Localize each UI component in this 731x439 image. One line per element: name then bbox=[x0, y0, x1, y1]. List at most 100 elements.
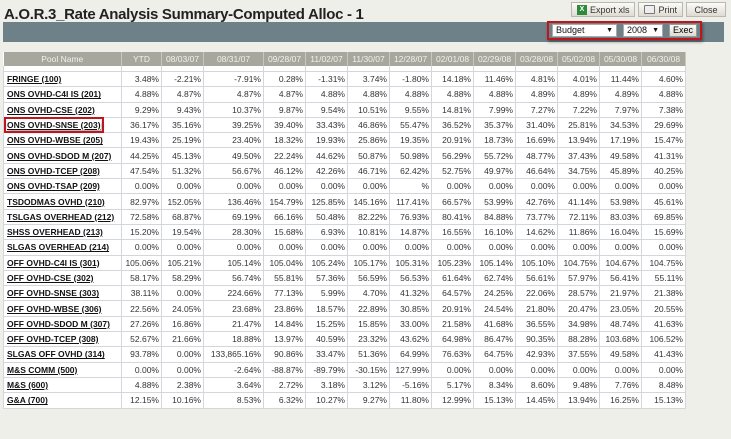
pool-name-link[interactable]: ONS OVHD-C4I IS (201) bbox=[7, 89, 101, 100]
rate-cell: 15.20% bbox=[121, 223, 162, 241]
rate-cell: 20.55% bbox=[641, 300, 686, 317]
rate-cell: 3.12% bbox=[347, 376, 390, 394]
column-header[interactable]: 02/01/08 bbox=[431, 52, 474, 66]
rate-cell: 4.89% bbox=[557, 86, 600, 103]
rate-cell: 0.00% bbox=[473, 178, 516, 195]
column-header[interactable]: 09/28/07 bbox=[263, 52, 306, 66]
table-row: FRINGE (100) 3.48% -2.21% -7.91% 0.28% -1.31%… bbox=[3, 70, 686, 88]
pool-name-cell: OFF OVHD-CSE (302) bbox=[3, 269, 122, 287]
rate-cell: 0.00% bbox=[641, 361, 686, 378]
rate-cell: 64.57% bbox=[431, 285, 474, 302]
rate-cell: 0.00% bbox=[557, 178, 600, 195]
rate-cell: 56.61% bbox=[515, 269, 558, 287]
rate-cell: 41.63% bbox=[641, 315, 686, 333]
pool-name-link[interactable]: OFF OVHD-CSE (302) bbox=[7, 273, 94, 283]
column-header[interactable]: 12/28/07 bbox=[389, 52, 432, 66]
rate-cell: 7.27% bbox=[515, 101, 558, 118]
rate-cell: 105.21% bbox=[161, 254, 204, 271]
chevron-down-icon: ▼ bbox=[652, 27, 659, 34]
pool-name-link[interactable]: TSDODMAS OVHD (210) bbox=[7, 196, 105, 207]
pool-name-link[interactable]: OFF OVHD-SNSE (303) bbox=[7, 288, 100, 299]
rate-cell: 4.89% bbox=[599, 86, 642, 103]
rate-cell: 4.70% bbox=[347, 285, 390, 302]
rate-cell: 18.32% bbox=[263, 132, 306, 149]
column-header[interactable]: 05/30/08 bbox=[599, 52, 642, 66]
rate-cell: 82.22% bbox=[347, 208, 390, 225]
rate-cell: 49.58% bbox=[599, 346, 642, 363]
rate-cell: 36.52% bbox=[431, 116, 474, 134]
pool-name-link[interactable]: SHSS OVERHEAD (213) bbox=[7, 227, 103, 238]
rate-cell: 0.28% bbox=[263, 70, 306, 88]
rate-cell: 90.35% bbox=[515, 331, 558, 348]
pool-name-cell: OFF OVHD-TCEP (308) bbox=[3, 331, 122, 348]
rate-cell: 0.00% bbox=[431, 361, 474, 378]
pool-name-link[interactable]: FRINGE (100) bbox=[7, 74, 62, 85]
export-xls-button[interactable]: X Export xls bbox=[570, 2, 636, 17]
rate-cell: 4.88% bbox=[389, 86, 432, 103]
pool-name-link[interactable]: OFF OVHD-C4I IS (301) bbox=[7, 257, 100, 268]
rate-cell: 46.12% bbox=[263, 162, 306, 180]
rate-cell: 22.56% bbox=[121, 300, 162, 317]
table-row: SLGAS OFF OVHD (314) 93.78% 0.00% 133,865.1… bbox=[3, 346, 686, 363]
pool-name-link[interactable]: OFF OVHD-TCEP (308) bbox=[7, 334, 99, 345]
column-header[interactable]: 08/31/07 bbox=[203, 52, 264, 66]
pool-name-link[interactable]: ONS OVHD-TSAP (209) bbox=[7, 181, 100, 192]
rate-cell: 0.00% bbox=[599, 239, 642, 256]
pool-name-link[interactable]: TSLGAS OVERHEAD (212) bbox=[7, 211, 115, 222]
pool-name-cell: OFF OVHD-SNSE (303) bbox=[3, 285, 122, 302]
pool-name-link[interactable]: ONS OVHD-SNSE (203) bbox=[4, 117, 104, 134]
rate-cell: 69.85% bbox=[641, 208, 686, 225]
rate-cell: 22.89% bbox=[347, 300, 390, 317]
rate-cell: 42.93% bbox=[515, 346, 558, 363]
close-button[interactable]: Close bbox=[686, 2, 726, 17]
column-header[interactable]: 11/02/07 bbox=[305, 52, 348, 66]
pool-name-cell: G&A (700) bbox=[3, 392, 122, 409]
exec-button[interactable]: Exec bbox=[669, 24, 698, 37]
pool-name-link[interactable]: ONS OVHD-SDOD M (207) bbox=[7, 150, 112, 161]
column-header[interactable]: Pool Name bbox=[3, 52, 122, 66]
pool-name-link[interactable]: ONS OVHD-WBSE (205) bbox=[7, 135, 103, 146]
pool-name-link[interactable]: M&S (600) bbox=[7, 380, 49, 391]
column-header[interactable]: YTD bbox=[121, 52, 162, 66]
column-header[interactable]: 03/28/08 bbox=[515, 52, 558, 66]
rate-cell: 9.54% bbox=[305, 101, 348, 118]
pool-name-cell: ONS OVHD-WBSE (205) bbox=[3, 132, 122, 149]
rate-cell: 106.52% bbox=[641, 331, 686, 348]
pool-name-link[interactable]: SLGAS OVERHEAD (214) bbox=[7, 242, 110, 253]
pool-name-link[interactable]: ONS OVHD-CSE (202) bbox=[7, 104, 95, 115]
column-header[interactable]: 05/02/08 bbox=[557, 52, 600, 66]
column-header[interactable]: 06/30/08 bbox=[641, 52, 686, 66]
column-header[interactable]: 08/03/07 bbox=[161, 52, 204, 66]
pool-name-link[interactable]: G&A (700) bbox=[7, 395, 48, 406]
rate-cell: 105.31% bbox=[389, 254, 432, 271]
table-row: OFF OVHD-SNSE (303) 38.11% 0.00% 224.66% 77.… bbox=[3, 285, 686, 302]
pool-name-link[interactable]: M&S COMM (500) bbox=[7, 364, 78, 375]
rate-cell: 0.00% bbox=[431, 178, 474, 195]
rate-cell: 12.99% bbox=[431, 392, 474, 409]
print-label: Print bbox=[658, 4, 677, 15]
rate-cell: 12.15% bbox=[121, 392, 162, 409]
rate-cell: 50.98% bbox=[389, 147, 432, 164]
rate-cell: 35.16% bbox=[161, 116, 204, 134]
excel-icon: X bbox=[576, 4, 587, 15]
column-header[interactable]: 02/29/08 bbox=[473, 52, 516, 66]
pool-name-cell: OFF OVHD-WBSE (306) bbox=[3, 300, 122, 317]
pool-name-link[interactable]: SLGAS OFF OVHD (314) bbox=[7, 349, 105, 360]
rate-cell: 35.37% bbox=[473, 116, 516, 134]
rate-cell: 46.86% bbox=[347, 116, 390, 134]
year-select[interactable]: 2008 ▼ bbox=[623, 24, 663, 37]
rate-cell: 2.38% bbox=[161, 376, 204, 394]
column-header[interactable]: 11/30/07 bbox=[347, 52, 390, 66]
rate-cell: 56.59% bbox=[347, 269, 390, 287]
print-button[interactable]: Print bbox=[638, 2, 683, 17]
rate-cell: 52.67% bbox=[121, 331, 162, 348]
pool-name-link[interactable]: OFF OVHD-SDOD M (307) bbox=[7, 318, 110, 329]
rate-cell: 76.93% bbox=[389, 208, 432, 225]
type-select[interactable]: Budget ▼ bbox=[552, 24, 617, 37]
printer-icon bbox=[644, 5, 656, 14]
table-row: ONS OVHD-SDOD M (207) 44.25% 45.13% 49.50% 2… bbox=[3, 147, 686, 164]
pool-name-link[interactable]: ONS OVHD-TCEP (208) bbox=[7, 165, 100, 176]
rate-cell: 105.06% bbox=[121, 254, 162, 271]
rate-cell: 68.87% bbox=[161, 208, 204, 225]
pool-name-link[interactable]: OFF OVHD-WBSE (306) bbox=[7, 303, 102, 314]
